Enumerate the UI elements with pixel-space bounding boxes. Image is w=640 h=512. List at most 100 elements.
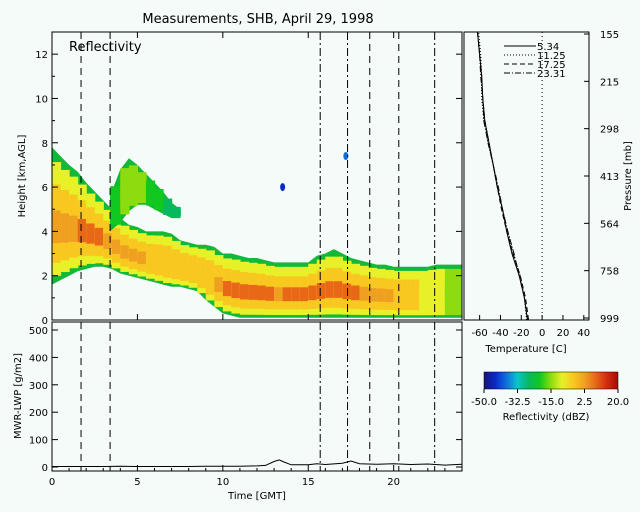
lwp-tick-label: 500	[29, 326, 48, 337]
legend-label: 23.31	[537, 69, 566, 80]
echo-core	[154, 198, 164, 205]
temperature-profile-line	[477, 32, 530, 320]
echo-core	[52, 210, 62, 244]
height-tick-label: 12	[35, 50, 48, 61]
echo-core	[231, 282, 241, 299]
colorbar-tick-label: -50.0	[471, 397, 497, 408]
echo-core	[154, 254, 164, 268]
colorbar-tick-label: -15.0	[538, 397, 564, 408]
lwp-series-line	[52, 459, 462, 467]
echo-core	[376, 288, 386, 302]
sounding-time-lines	[80, 32, 436, 320]
echo-core	[128, 182, 139, 195]
lwp-tick-label: 400	[29, 353, 48, 364]
lwp-tick-label: 100	[29, 436, 48, 447]
echo-core	[110, 202, 121, 214]
pressure-tick-label: 999	[600, 314, 619, 325]
echo-core	[239, 284, 250, 300]
echo-core	[120, 187, 130, 202]
echo-core	[368, 287, 378, 302]
time-xlabel: Time [GMT]	[227, 491, 286, 502]
echo-core	[265, 286, 275, 301]
time-tick-label: 20	[387, 477, 400, 488]
echo-core	[180, 262, 190, 274]
echo-core	[444, 288, 455, 302]
colorbar-label: Reflectivity (dBZ)	[503, 412, 590, 423]
lwp-ylabel: MWR-LWP [g/m2]	[13, 353, 24, 439]
echo-core	[163, 205, 173, 211]
echo-core	[385, 289, 395, 303]
echo-core	[410, 289, 420, 303]
isolated-echo	[343, 152, 349, 161]
lwp-axis-ticks: 0 100 200 300 400 500 0 5 10 15 20	[29, 326, 462, 488]
echo-core	[359, 286, 369, 301]
temperature-tick-label: 40	[577, 328, 590, 339]
echo-core	[171, 259, 181, 272]
pressure-tick-label: 155	[600, 30, 619, 41]
temperature-tick-label: -40	[492, 328, 508, 339]
echo-core	[205, 271, 215, 287]
legend-label: 17.25	[537, 60, 566, 71]
pressure-ylabel: Pressure [mb]	[623, 141, 634, 211]
echo-core	[145, 191, 156, 199]
temperature-tick-label: -60	[471, 328, 487, 339]
temperature-tick-label: 20	[557, 328, 570, 339]
legend-label: 11.25	[537, 51, 566, 62]
temperature-tick-label: -20	[513, 328, 529, 339]
echo-core	[333, 281, 344, 298]
echo-core	[308, 285, 318, 301]
echo-core	[60, 213, 70, 243]
echo-core	[86, 223, 96, 244]
echo-core	[342, 283, 352, 300]
time-tick-label: 5	[134, 477, 140, 488]
colorbar-ticks: -50.0 -32.5 -15.0 2.5 20.0	[471, 389, 629, 408]
time-tick-label: 0	[49, 477, 55, 488]
echo-core	[257, 285, 267, 301]
time-tick-label: 10	[216, 477, 229, 488]
lwp-tick-label: 0	[42, 463, 48, 474]
echo-core	[453, 288, 462, 302]
isolated-echo	[280, 183, 286, 192]
echo-core	[197, 267, 207, 281]
temperature-tick-label: 0	[539, 328, 545, 339]
pressure-tick-label: 413	[600, 172, 619, 183]
echo-core	[120, 245, 130, 259]
echo-core	[299, 287, 309, 302]
echo-core	[419, 289, 429, 303]
lwp-tick-label: 200	[29, 408, 48, 419]
echo-core	[393, 289, 403, 303]
echo-core	[402, 289, 412, 303]
echo-core	[188, 264, 198, 277]
echo-core	[316, 283, 326, 299]
echo-core	[274, 287, 284, 302]
echo-core	[77, 218, 87, 243]
pressure-tick-label: 215	[600, 77, 619, 88]
reflectivity-frame	[51, 31, 463, 321]
echo-core	[103, 233, 113, 249]
echo-core	[111, 239, 121, 254]
reflectivity-echoes	[52, 147, 462, 318]
echo-core	[427, 289, 437, 303]
echo-core	[214, 277, 224, 293]
lwp-tick-label: 300	[29, 381, 48, 392]
echo-core	[137, 185, 147, 195]
panel-label: Reflectivity	[69, 40, 142, 55]
echo-core	[291, 287, 301, 302]
echo-core	[350, 285, 361, 301]
temperature-panel: 155 215 298 413 564 758 999 -60 -40 -20 0 20 40 5.34…	[463, 30, 634, 355]
height-tick-label: 10	[35, 94, 48, 105]
temperature-profile-line	[477, 32, 528, 320]
echo-core	[436, 288, 446, 302]
legend-label: 5.34	[537, 42, 559, 53]
echo-core	[171, 211, 181, 215]
colorbar-tick-label: 20.0	[607, 397, 629, 408]
echo-core	[282, 287, 292, 302]
echo-core	[325, 281, 335, 298]
pressure-tick-label: 564	[600, 219, 619, 230]
height-tick-label: 8	[42, 139, 48, 150]
echo-core	[128, 248, 139, 262]
temperature-axis-ticks: 155 215 298 413 564 758 999 -60 -40 -20 0 20 40	[471, 30, 619, 339]
reflectivity-ylabel: Height [km,AGL]	[17, 135, 28, 218]
